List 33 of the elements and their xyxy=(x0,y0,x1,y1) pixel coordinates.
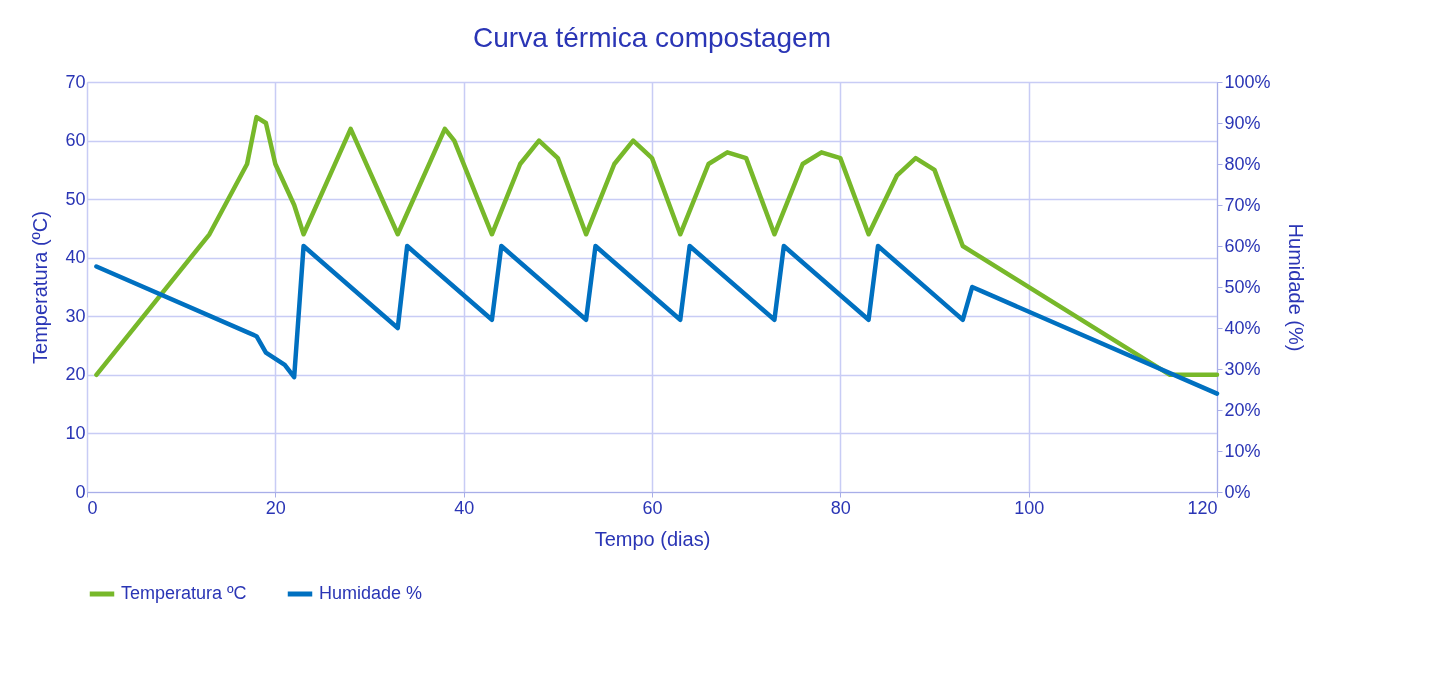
y2-tick-label: 40% xyxy=(1224,317,1261,338)
line-series xyxy=(94,243,1220,396)
y2-tick-label: 0% xyxy=(1224,481,1251,502)
chart-title: Curva térmica compostagem xyxy=(473,22,831,53)
y-tick-label: 10 xyxy=(65,422,86,443)
y-tick-label: 0 xyxy=(75,481,86,502)
y2-tick-label: 50% xyxy=(1224,276,1261,297)
x-tick-label: 60 xyxy=(642,497,663,518)
y-tick-label: 50 xyxy=(65,188,86,209)
y-axis-title: Temperatura (ºC) xyxy=(29,211,52,364)
y2-tick-label: 10% xyxy=(1224,440,1261,461)
line-series xyxy=(94,114,1220,378)
y2-tick-label: 70% xyxy=(1224,194,1261,215)
y2-tick-label: 80% xyxy=(1224,153,1261,174)
x-axis-title: Tempo (dias) xyxy=(594,527,711,550)
y2-tick-label: 30% xyxy=(1224,358,1261,379)
y2-tick-label: 20% xyxy=(1224,399,1261,420)
legend-label: Temperatura ºC xyxy=(121,583,247,603)
y-tick-label: 20 xyxy=(65,364,86,385)
y-tick-label: 40 xyxy=(65,247,86,268)
x-tick-label: 120 xyxy=(1187,497,1218,518)
legend-label: Humidade % xyxy=(319,583,423,603)
x-tick-label: 40 xyxy=(454,497,475,518)
y2-tick-label: 90% xyxy=(1224,112,1261,133)
x-tick-label: 20 xyxy=(265,497,286,518)
y-tick-label: 70 xyxy=(65,71,86,92)
x-tick-label: 80 xyxy=(830,497,851,518)
y2-axis-title: Humidade (%) xyxy=(1284,223,1307,352)
y2-tick-label: 60% xyxy=(1224,235,1261,256)
x-tick-label: 100 xyxy=(1014,497,1045,518)
y-tick-label: 30 xyxy=(65,305,86,326)
y2-tick-label: 100% xyxy=(1224,71,1271,92)
y-tick-label: 60 xyxy=(65,130,86,151)
